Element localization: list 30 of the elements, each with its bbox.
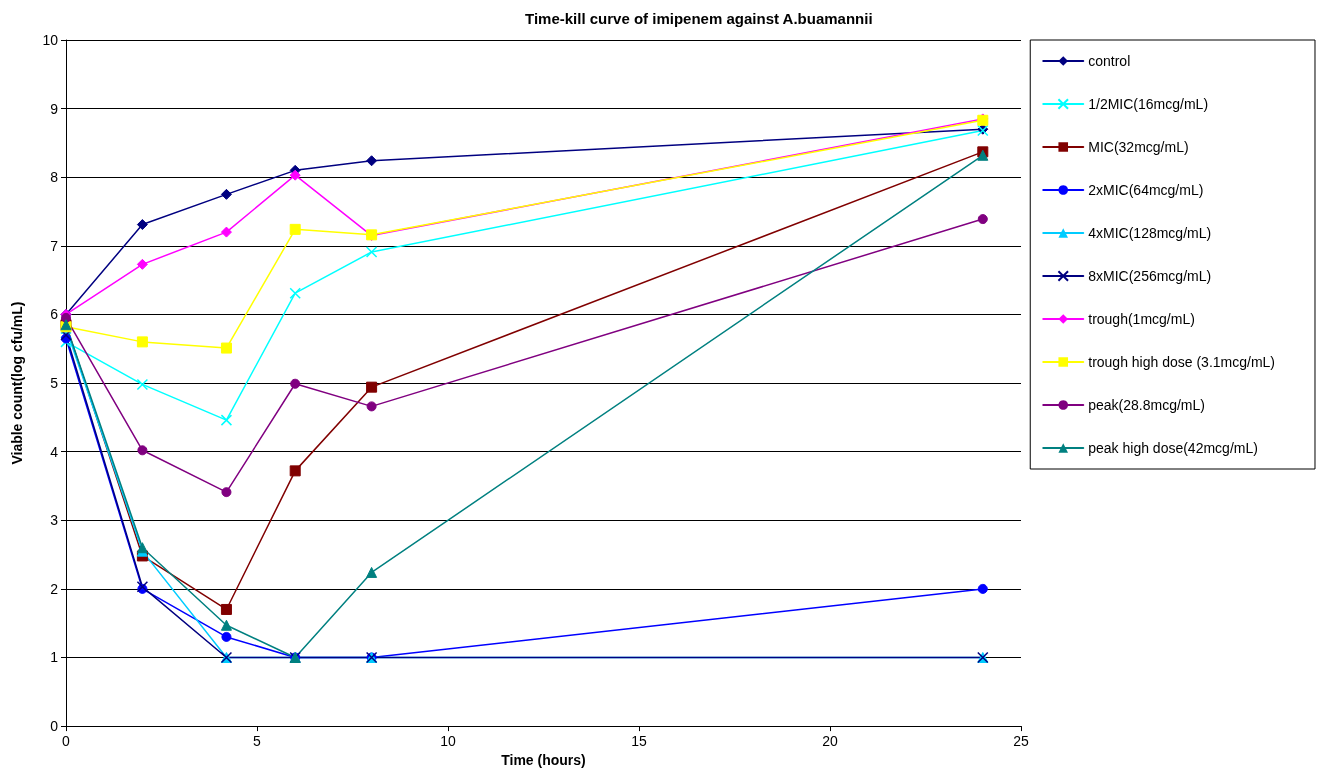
legend-label: trough(1mcg/mL) (1088, 311, 1195, 327)
legend-label: 8xMIC(256mcg/mL) (1088, 268, 1212, 284)
legend-label: 1/2MIC(16mcg/mL) (1088, 96, 1209, 112)
y-tick-label: 1 (50, 649, 59, 666)
x-tick-label: 25 (1013, 733, 1029, 750)
y-tick-label: 5 (50, 375, 59, 392)
y-tick-label: 9 (50, 100, 59, 117)
y-tick-label: 7 (50, 237, 59, 254)
legend-label: 4xMIC(128mcg/mL) (1088, 225, 1212, 241)
legend-label: MIC(32mcg/mL) (1088, 139, 1189, 155)
x-tick-label: 20 (822, 733, 838, 750)
x-tick-label: 10 (440, 733, 456, 750)
legend-label: trough high dose (3.1mcg/mL) (1088, 354, 1275, 370)
y-tick-label: 10 (42, 32, 59, 48)
y-tick-label: 6 (50, 306, 59, 323)
x-axis-title: Time (hours) (501, 752, 586, 768)
legend-label: 2xMIC(64mcg/mL) (1088, 182, 1204, 198)
y-tick-label: 3 (50, 512, 59, 529)
legend-label: peak high dose(42mcg/mL) (1088, 440, 1258, 456)
y-axis-title: Viable count(log cfu/mL) (9, 301, 25, 465)
y-tick-label: 0 (50, 718, 59, 735)
x-tick-label: 0 (62, 733, 71, 750)
y-tick-label: 8 (50, 169, 59, 186)
chart-title: Time-kill curve of imipenem against A.buamannii (525, 10, 873, 27)
x-tick-label: 5 (253, 733, 262, 750)
y-tick-label: 4 (50, 443, 59, 460)
y-tick-label: 2 (50, 580, 59, 597)
x-tick-label: 15 (631, 733, 647, 750)
legend-label: peak(28.8mcg/mL) (1088, 397, 1205, 413)
legend-label: control (1088, 53, 1131, 69)
